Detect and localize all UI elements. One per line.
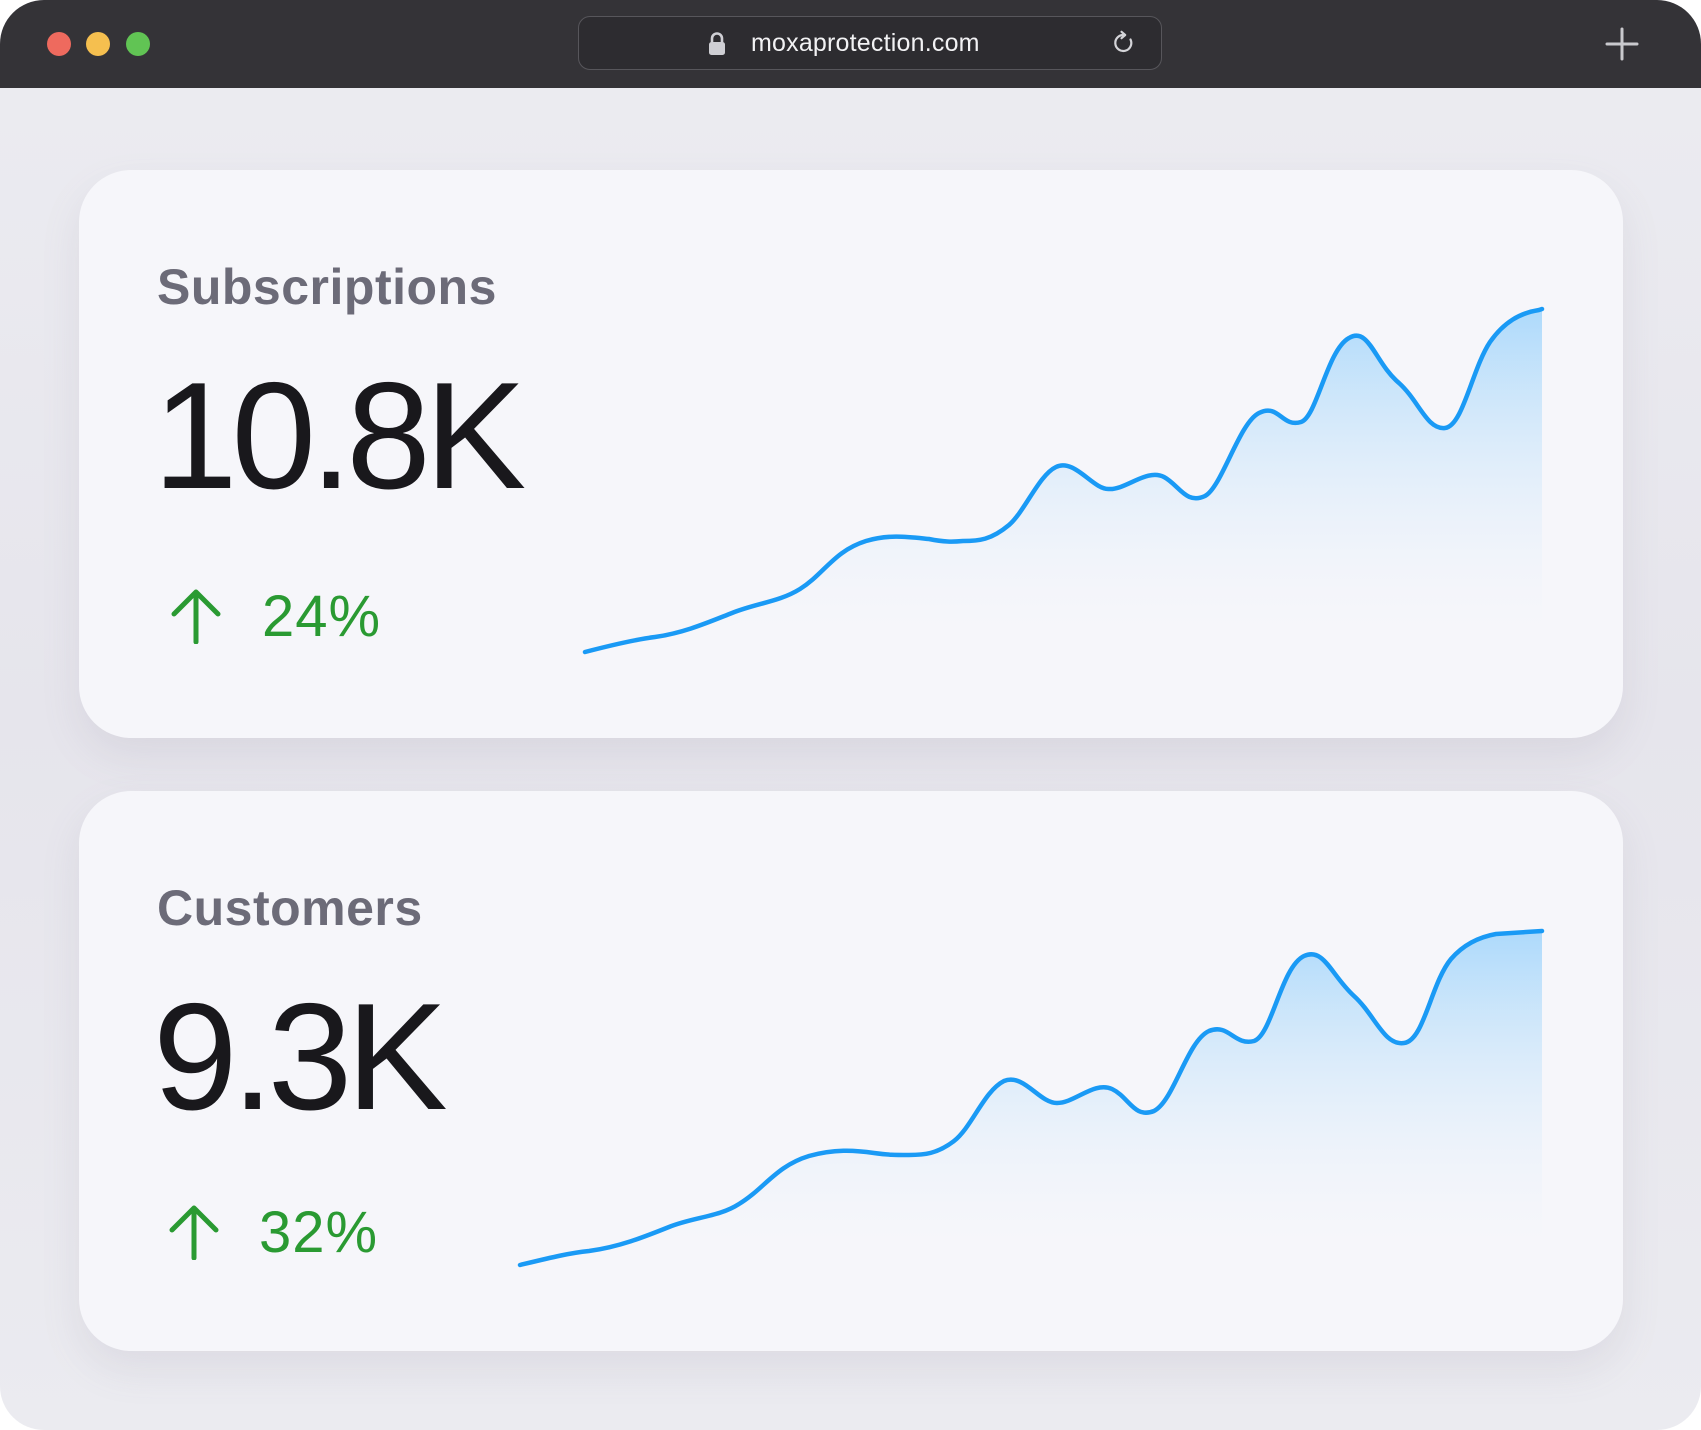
customers-sparkline bbox=[517, 928, 1545, 1268]
browser-titlebar: moxaprotection.com bbox=[0, 0, 1701, 88]
subscriptions-sparkline bbox=[582, 306, 1545, 655]
new-tab-icon[interactable] bbox=[1604, 26, 1640, 67]
change-percent: 24% bbox=[262, 584, 382, 649]
sparkline-area bbox=[585, 309, 1542, 652]
reload-icon[interactable] bbox=[1111, 30, 1137, 61]
minimize-window-button[interactable] bbox=[86, 32, 110, 56]
change-percent: 32% bbox=[259, 1200, 379, 1265]
close-window-button[interactable] bbox=[47, 32, 71, 56]
arrow-up-icon bbox=[169, 588, 223, 649]
arrow-up-icon bbox=[167, 1204, 221, 1265]
sparkline-area bbox=[520, 931, 1542, 1265]
card-title: Customers bbox=[157, 880, 423, 936]
sparkline-line bbox=[517, 928, 1545, 1268]
sparkline-line bbox=[582, 306, 1545, 655]
lock-icon bbox=[707, 31, 727, 62]
card-title: Subscriptions bbox=[157, 259, 497, 315]
address-bar-url: moxaprotection.com bbox=[751, 29, 980, 57]
subscriptions-card[interactable]: Subscriptions 10.8K 24% bbox=[79, 170, 1623, 738]
address-bar[interactable]: moxaprotection.com bbox=[578, 16, 1162, 70]
card-value: 10.8K bbox=[153, 351, 526, 521]
zoom-window-button[interactable] bbox=[126, 32, 150, 56]
card-value: 9.3K bbox=[153, 972, 448, 1142]
customers-card[interactable]: Customers 9.3K 32% bbox=[79, 791, 1623, 1351]
